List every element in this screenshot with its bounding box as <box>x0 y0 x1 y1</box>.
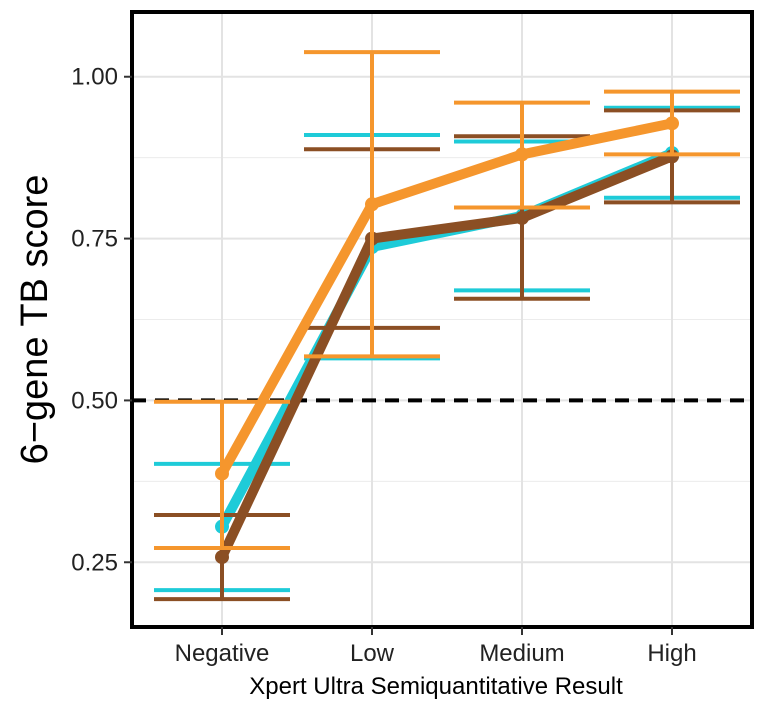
y-tick-label: 0.50 <box>71 387 118 414</box>
y-tick-label: 0.25 <box>71 549 118 576</box>
y-axis: 0.25 0.50 0.75 1.00 <box>71 64 132 576</box>
y-tick-label: 1.00 <box>71 64 118 91</box>
y-axis-title: 6−gene TB score <box>14 175 56 465</box>
x-tick-label: Medium <box>479 640 564 667</box>
x-tick-label: Negative <box>175 640 270 667</box>
plot-frame <box>130 10 754 629</box>
series-line <box>217 118 677 479</box>
data-point <box>215 550 229 565</box>
data-point <box>365 197 379 212</box>
x-tick-label: High <box>647 640 696 667</box>
x-axis: Negative Low Medium High <box>175 627 697 667</box>
x-tick-label: Low <box>350 640 395 667</box>
data-point <box>515 210 529 225</box>
data-point <box>515 147 529 162</box>
series-line <box>217 151 677 563</box>
data-point <box>215 466 229 481</box>
series-layer <box>154 50 740 602</box>
x-axis-title: Xpert Ultra Semiquantitative Result <box>249 673 623 700</box>
y-tick-label: 0.75 <box>71 226 118 253</box>
grid <box>132 12 752 627</box>
series-3 <box>154 50 740 551</box>
data-point <box>665 116 679 131</box>
